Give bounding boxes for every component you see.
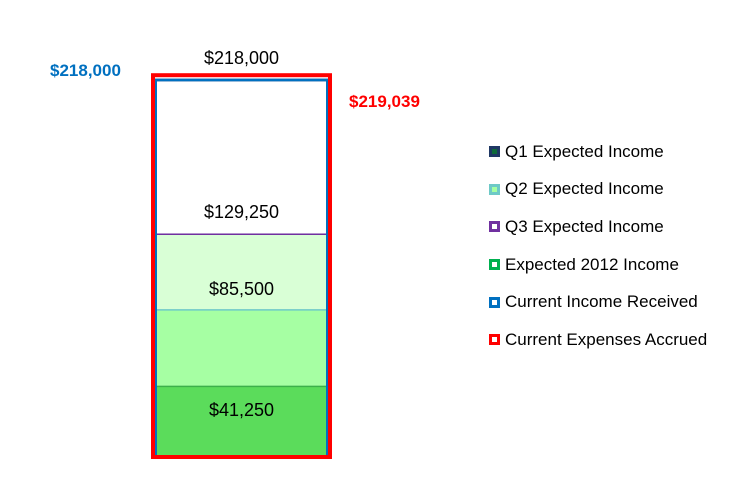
current-expenses-accrued-outline bbox=[151, 73, 332, 460]
legend-swatch-q1 bbox=[489, 146, 500, 158]
data-labels: $41,250 $85,500 $129,250 $218,000 $218,0… bbox=[50, 48, 420, 420]
legend-label-q1: Q1 Expected Income bbox=[505, 141, 664, 161]
bar-segment-q3-expected-income bbox=[155, 80, 328, 234]
bar-segment-expected-2012-income bbox=[155, 385, 328, 457]
legend-item-q1: Q1 Expected Income bbox=[489, 133, 744, 171]
current-income-received-label: $218,000 bbox=[50, 61, 121, 80]
data-label-41250: $41,250 bbox=[209, 400, 274, 420]
legend-swatch-income-received bbox=[489, 296, 500, 308]
legend-label-income-received: Current Income Received bbox=[505, 292, 698, 312]
bar-outlines bbox=[151, 73, 332, 460]
bar-segment-q2-expected-income bbox=[155, 233, 328, 310]
legend-item-q2: Q2 Expected Income bbox=[489, 171, 744, 209]
legend-label-q3: Q3 Expected Income bbox=[505, 216, 664, 236]
legend-item-income-received: Current Income Received bbox=[489, 283, 744, 321]
legend-swatch-expenses-accrued bbox=[489, 334, 500, 346]
legend: Q1 Expected Income Q2 Expected Income Q3… bbox=[489, 133, 744, 359]
bar-segment-q1-expected-income bbox=[155, 309, 328, 386]
legend-label-expenses-accrued: Current Expenses Accrued bbox=[505, 329, 708, 349]
legend-label-expected-2012: Expected 2012 Income bbox=[505, 254, 679, 274]
legend-item-expenses-accrued: Current Expenses Accrued bbox=[489, 321, 744, 359]
data-label-129250: $129,250 bbox=[204, 202, 279, 222]
legend-item-expected-2012: Expected 2012 Income bbox=[489, 246, 744, 284]
bar-segments bbox=[155, 78, 328, 457]
legend-swatch-q2 bbox=[489, 183, 500, 195]
legend-item-q3: Q3 Expected Income bbox=[489, 208, 744, 246]
current-expenses-accrued-label: $219,039 bbox=[349, 92, 420, 111]
data-label-85500: $85,500 bbox=[209, 279, 274, 299]
legend-label-q2: Q2 Expected Income bbox=[505, 179, 664, 199]
data-label-218000-top: $218,000 bbox=[204, 48, 279, 68]
legend-swatch-expected-2012 bbox=[489, 259, 500, 271]
legend-swatch-q3 bbox=[489, 221, 500, 233]
